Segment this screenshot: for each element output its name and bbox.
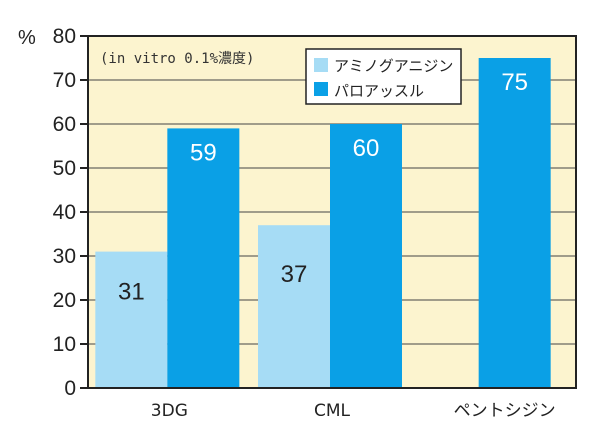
- value-label-cml-aminoguanidine: 37: [281, 261, 308, 288]
- y-tick-label-0: 0: [64, 377, 76, 400]
- y-axis-label: %: [18, 27, 36, 49]
- value-label-pentosidine-paroassuru: 75: [501, 69, 528, 96]
- bar-3dg-aminoguanidine: [95, 251, 168, 388]
- y-tick-label-30: 30: [53, 245, 76, 268]
- bars: [95, 58, 551, 388]
- y-tick-label-50: 50: [53, 157, 76, 180]
- annotation-text: (in vitro 0.1%濃度): [100, 51, 254, 67]
- bar-cml-aminoguanidine: [258, 225, 330, 388]
- x-categories: 3DG CML ペントシジン: [151, 401, 556, 421]
- y-tick-label-70: 70: [53, 69, 76, 92]
- legend-swatch-paroassuru: [314, 82, 328, 96]
- y-tick-label-80: 80: [53, 25, 76, 48]
- y-ticks: 0 10 20 30 40 50 60 70 80: [53, 25, 88, 400]
- value-label-3dg-paroassuru: 59: [190, 139, 217, 166]
- legend-label-paroassuru: パロアッスル: [334, 82, 424, 100]
- legend: アミノグアニジン パロアッスル: [305, 48, 462, 105]
- bar-3dg-paroassuru: [167, 128, 240, 388]
- legend-box: [305, 48, 462, 105]
- value-label-cml-paroassuru: 60: [353, 135, 380, 162]
- value-labels: 31 59 37 60 75: [118, 69, 528, 305]
- bar-pentosidine-paroassuru: [478, 58, 551, 388]
- bar-cml-paroassuru: [330, 124, 402, 388]
- legend-label-aminoguanidine: アミノグアニジン: [334, 57, 453, 75]
- y-tick-label-20: 20: [53, 289, 76, 312]
- x-category-3dg: 3DG: [151, 401, 188, 421]
- legend-swatch-aminoguanidine: [314, 58, 328, 72]
- y-tick-label-60: 60: [53, 113, 76, 136]
- x-category-pentosidine: ペントシジン: [454, 401, 556, 421]
- value-label-3dg-aminoguanidine: 31: [118, 278, 145, 305]
- x-category-cml: CML: [314, 401, 351, 421]
- y-tick-label-10: 10: [53, 333, 76, 356]
- y-tick-label-40: 40: [53, 201, 76, 224]
